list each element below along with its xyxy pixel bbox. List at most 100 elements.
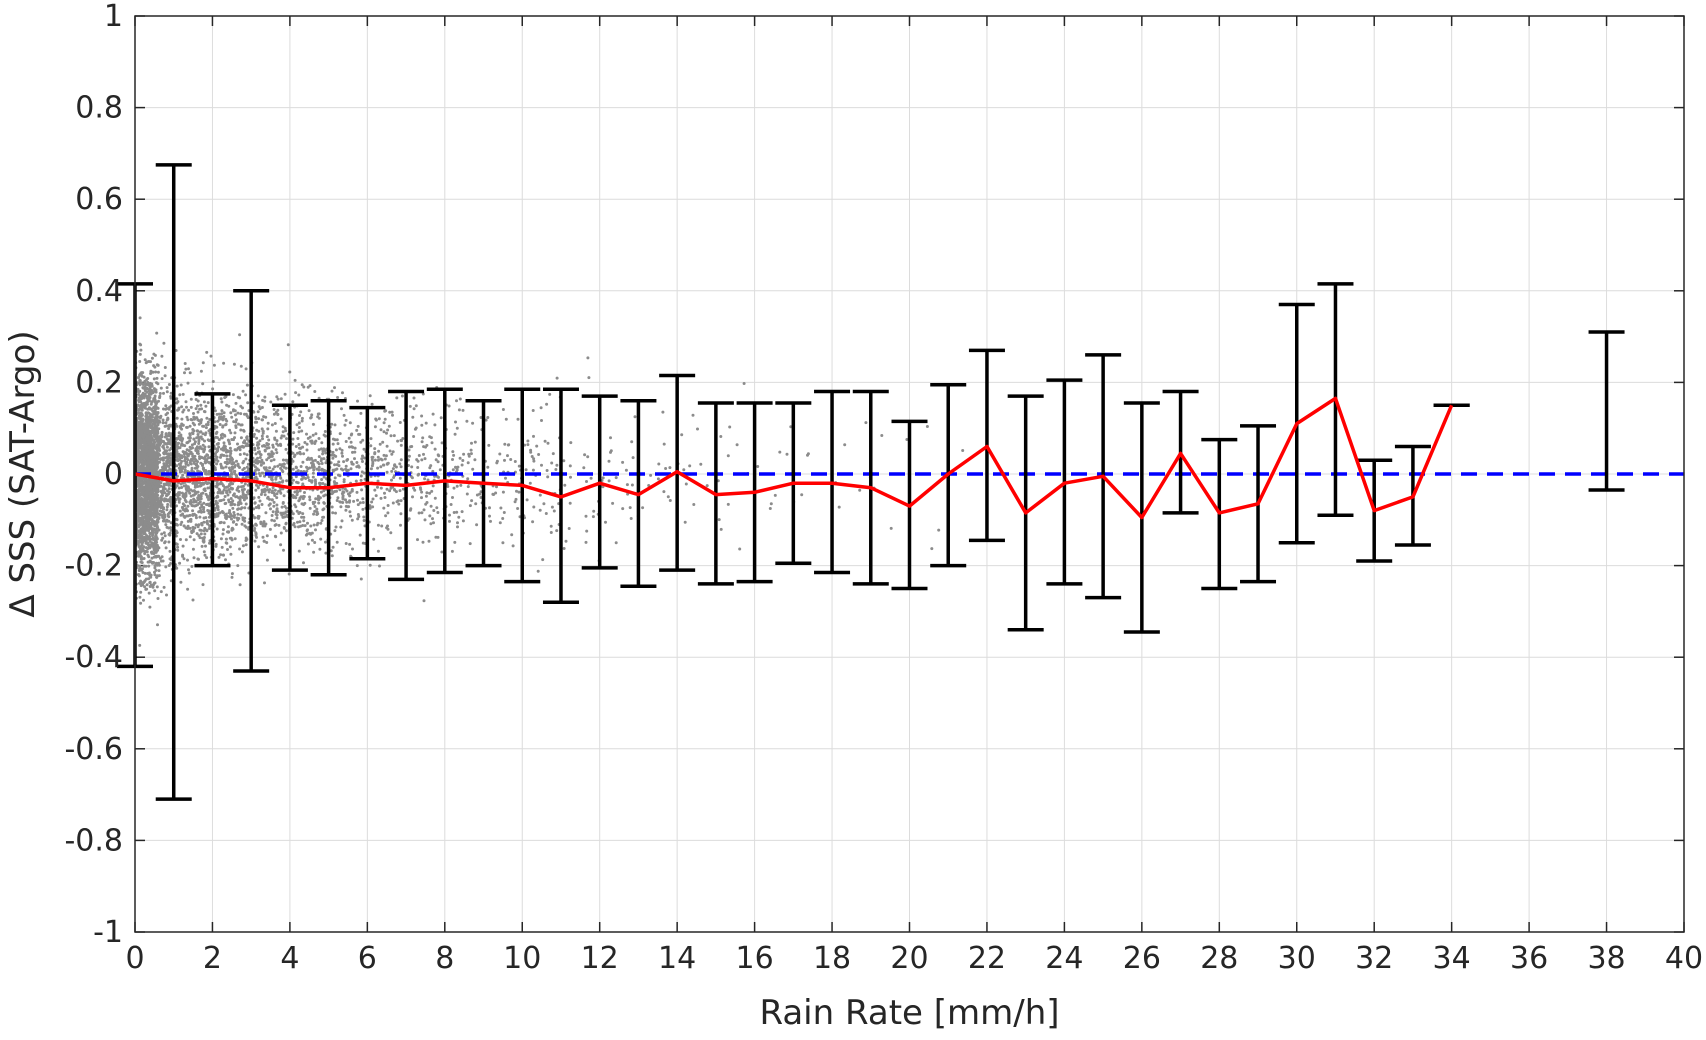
scatter-point [280,397,283,400]
scatter-point [423,508,426,511]
scatter-point [189,425,192,428]
scatter-point [423,599,426,602]
scatter-point [197,442,200,445]
scatter-point [236,412,239,415]
scatter-point [421,440,424,443]
scatter-point [563,547,566,550]
scatter-point [668,466,671,469]
scatter-point [264,511,267,514]
scatter-point [164,366,167,369]
scatter-point [459,457,462,460]
scatter-point [634,415,637,418]
scatter-point [280,532,283,535]
scatter-point [281,506,284,509]
scatter-point [271,423,274,426]
scatter-point [378,417,381,420]
scatter-point [166,407,169,410]
scatter-point [234,431,237,434]
scatter-point [307,457,310,460]
scatter-point [467,453,470,456]
scatter-point [257,417,260,420]
scatter-point [807,452,810,455]
scatter-point [499,521,502,524]
scatter-point [310,416,313,419]
scatter-point [431,441,434,444]
scatter-point [369,564,372,567]
scatter-point [220,397,223,400]
scatter-point [587,376,590,379]
scatter-point [138,644,141,647]
scatter-point [285,479,288,482]
scatter-point [509,458,512,461]
scatter-point [139,343,142,346]
scatter-point [555,529,558,532]
scatter-point [350,461,353,464]
scatter-point [320,447,323,450]
scatter-point [356,499,359,502]
scatter-point [229,431,232,434]
scatter-point [514,460,517,463]
scatter-point [428,435,431,438]
scatter-point [155,401,158,404]
scatter-point [546,475,549,478]
scatter-point [196,429,199,432]
scatter-point [159,416,162,419]
scatter-point [317,502,320,505]
scatter-point [307,386,310,389]
scatter-point [212,380,215,383]
scatter-point [146,536,149,539]
scatter-point [163,487,166,490]
scatter-point [180,428,183,431]
scatter-point [351,519,354,522]
scatter-point [318,548,321,551]
scatter-point [452,454,455,457]
scatter-point [361,439,364,442]
scatter-point [149,576,152,579]
scatter-point [207,423,210,426]
scatter-point [341,496,344,499]
scatter-point [335,448,338,451]
scatter-point [348,543,351,546]
scatter-point [313,390,316,393]
scatter-point [532,469,535,472]
scatter-point [324,435,327,438]
scatter-point [203,487,206,490]
scatter-point [390,470,393,473]
scatter-point [301,417,304,420]
scatter-point [266,485,269,488]
scatter-point [231,482,234,485]
scatter-point [292,438,295,441]
scatter-point [418,512,421,515]
scatter-point [246,384,249,387]
scatter-point [147,465,150,468]
scatter-point [451,496,454,499]
scatter-point [475,523,478,526]
scatter-point [380,525,383,528]
scatter-point [190,495,193,498]
scatter-point [203,482,206,485]
scatter-point [373,489,376,492]
scatter-point [399,477,402,480]
scatter-point [526,443,529,446]
scatter-point [216,420,219,423]
scatter-point [384,514,387,517]
scatter-point [662,490,665,493]
scatter-point [340,452,343,455]
scatter-point [420,491,423,494]
scatter-point [369,394,372,397]
scatter-point [156,418,159,421]
scatter-point [207,496,210,499]
scatter-point [162,440,165,443]
scatter-point [298,550,301,553]
scatter-point [375,494,378,497]
scatter-point [148,441,151,444]
scatter-point [148,484,151,487]
scatter-point [279,490,282,493]
scatter-point [208,527,211,530]
scatter-point [201,456,204,459]
scatter-point [149,581,152,584]
scatter-point [186,441,189,444]
scatter-point [216,413,219,416]
scatter-point [179,581,182,584]
scatter-point [383,492,386,495]
